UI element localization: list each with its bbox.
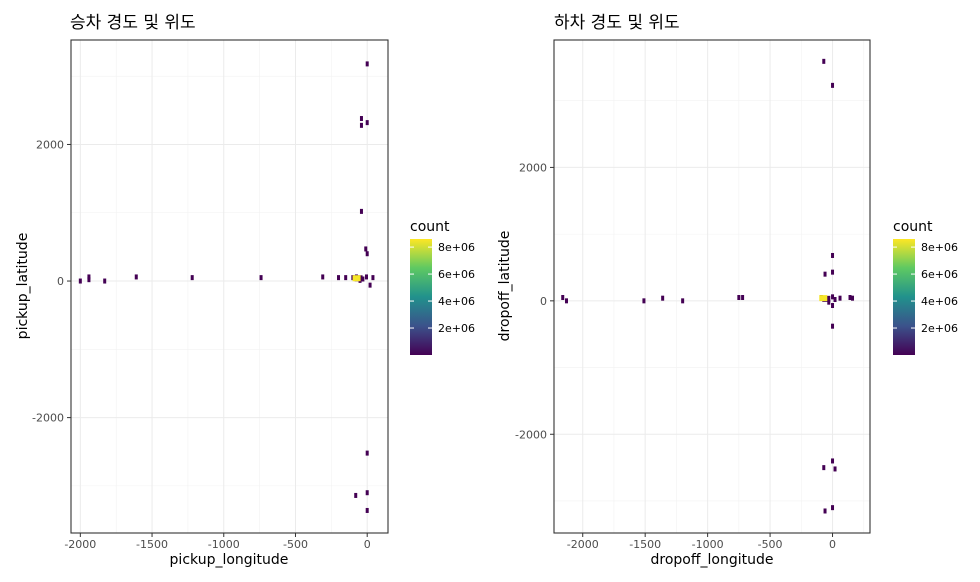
y-tick-label: 0 [57, 275, 64, 288]
data-point [831, 294, 835, 300]
data-point [827, 299, 831, 305]
colorbar-label: 8e+06 [921, 241, 958, 254]
data-point [344, 275, 348, 281]
colorbar [410, 239, 432, 355]
x-tick-label: 0 [364, 538, 371, 551]
data-point [365, 61, 369, 67]
data-point [364, 246, 368, 252]
panel-border [553, 39, 871, 534]
data-point [831, 303, 835, 309]
colorbar [893, 239, 915, 355]
plot-area: -2000 -1500 -1000 -500 0 -2000 0 2000 [32, 39, 389, 551]
data-point [359, 122, 363, 128]
data-point [365, 490, 369, 496]
x-tick-label: -2000 [64, 538, 96, 551]
legend-title: count [893, 219, 933, 235]
x-axis-title: pickup_longitude [170, 552, 289, 568]
x-tick-label: -1000 [208, 538, 240, 551]
data-point [831, 505, 835, 511]
data-point [741, 295, 745, 301]
data-point [661, 295, 665, 301]
data-point [737, 295, 741, 301]
y-tick-label: 0 [540, 295, 547, 308]
chart-title: 하차 경도 및 위도 [554, 13, 680, 33]
data-point [823, 508, 827, 514]
y-tick-label: 2000 [519, 161, 547, 174]
data-point [365, 450, 369, 456]
colorbar-label: 4e+06 [438, 295, 475, 308]
chart-title: 승차 경도 및 위도 [70, 13, 196, 33]
data-point [831, 252, 835, 258]
data-point [365, 120, 369, 126]
data-point [833, 297, 837, 303]
data-point [371, 275, 375, 281]
plot-background [554, 40, 870, 533]
data-point [831, 323, 835, 329]
y-axis-title: pickup_latitude [15, 233, 31, 340]
y-tick-label: -2000 [515, 428, 547, 441]
colorbar-ticks: 2e+06 4e+06 6e+06 8e+06 [410, 241, 475, 335]
data-point [321, 274, 325, 280]
data-point [833, 466, 837, 472]
data-point [78, 278, 82, 284]
data-point [103, 278, 107, 284]
data-point [831, 458, 835, 464]
plot-background [71, 40, 388, 533]
colorbar-label: 6e+06 [438, 268, 475, 281]
data-point [822, 465, 826, 471]
legend: count 2e+06 4e+06 6e+06 8e+06 [893, 219, 958, 355]
x-tick-label: 0 [829, 538, 836, 551]
legend-title: count [410, 219, 450, 235]
data-point [823, 271, 827, 277]
data-point [359, 208, 363, 214]
data-point [354, 492, 358, 498]
data-point [848, 295, 852, 301]
dropoff-panel: 하차 경도 및 위도 -2000 -1500 -1000 -500 0 -2000 0 200… [497, 13, 958, 568]
plot-area: -2000 -1500 -1000 -500 0 -2000 0 2000 [515, 39, 871, 551]
y-tick-label: 2000 [36, 138, 64, 151]
data-point [831, 269, 835, 275]
data-point [134, 274, 138, 280]
data-point [259, 275, 263, 281]
data-point [681, 298, 685, 304]
colorbar-label: 2e+06 [921, 322, 958, 335]
colorbar-label: 8e+06 [438, 241, 475, 254]
x-tick-label: -1000 [692, 538, 724, 551]
colorbar-label: 4e+06 [921, 295, 958, 308]
data-point [365, 251, 369, 257]
data-point [819, 295, 828, 302]
data-point [564, 298, 568, 304]
x-axis-title: dropoff_longitude [651, 552, 774, 568]
pickup-panel: 승차 경도 및 위도 -2000 -1500 -1000 -500 0 -2000 0 200… [15, 13, 475, 568]
x-tick-label: -2000 [567, 538, 599, 551]
colorbar-label: 6e+06 [921, 268, 958, 281]
data-point [364, 274, 368, 280]
y-tick-label: -2000 [32, 412, 64, 425]
data-point [87, 274, 91, 280]
data-point [642, 298, 646, 304]
data-point [359, 116, 363, 122]
panel-border [70, 39, 389, 534]
x-tick-label: -500 [283, 538, 308, 551]
x-tick-label: -1500 [136, 538, 168, 551]
data-point [368, 282, 372, 288]
data-point [361, 276, 365, 282]
data-point [822, 58, 826, 64]
data-point [337, 275, 341, 281]
data-point [190, 275, 194, 281]
x-tick-label: -1500 [629, 538, 661, 551]
data-point [831, 82, 835, 88]
data-point [851, 295, 855, 301]
data-point [561, 295, 565, 301]
colorbar-ticks: 2e+06 4e+06 6e+06 8e+06 [893, 241, 958, 335]
x-tick-label: -500 [758, 538, 783, 551]
y-axis-title: dropoff_latitude [497, 231, 513, 342]
data-point [352, 275, 361, 282]
legend: count 2e+06 4e+06 6e+06 8e+06 [410, 219, 475, 355]
colorbar-label: 2e+06 [438, 322, 475, 335]
data-point [365, 507, 369, 513]
data-point [838, 295, 842, 301]
data-point [87, 277, 91, 283]
